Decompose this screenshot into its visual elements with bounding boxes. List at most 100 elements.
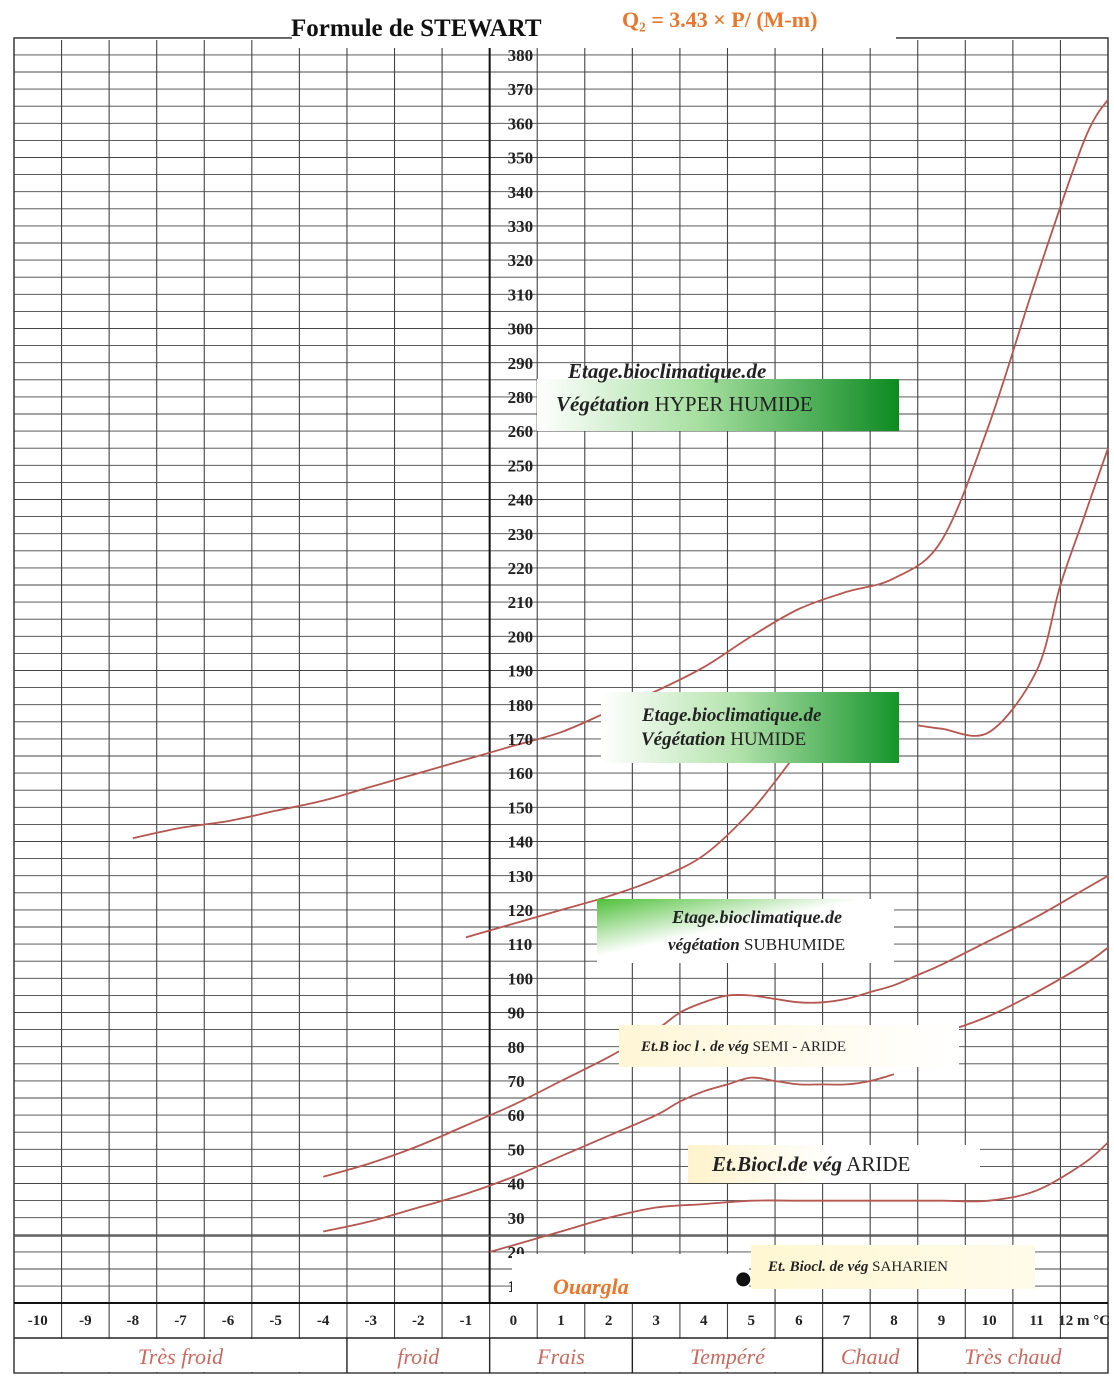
temperature-zone-label: Très froid bbox=[138, 1344, 224, 1369]
zone-hyper-line2b: HYPER HUMIDE bbox=[649, 392, 812, 416]
y-tick-label: 200 bbox=[508, 627, 534, 646]
zone-semi-line1b: SEMI - ARIDE bbox=[749, 1039, 846, 1055]
y-tick-label: 180 bbox=[508, 696, 534, 715]
svg-text:Et. Biocl. de vég SAHARIEN: Et. Biocl. de vég SAHARIEN bbox=[767, 1259, 948, 1275]
boundary-curve bbox=[917, 448, 1109, 737]
y-tick-label: 160 bbox=[508, 764, 534, 783]
station-point bbox=[736, 1272, 751, 1287]
zone-aride-line1b: ARIDE bbox=[842, 1152, 910, 1176]
x-tick-label: 3 bbox=[652, 1313, 660, 1329]
y-tick-label: 330 bbox=[508, 217, 534, 236]
x-tick-label: -6 bbox=[222, 1313, 235, 1329]
x-tick-label: -4 bbox=[317, 1313, 330, 1329]
svg-text:végétation SUBHUMIDE: végétation SUBHUMIDE bbox=[668, 935, 845, 954]
chart-axes bbox=[13, 37, 1109, 1374]
zone-sub-line2b: SUBHUMIDE bbox=[740, 935, 845, 954]
x-tick-label: 0 bbox=[510, 1313, 518, 1329]
y-tick-label: 100 bbox=[508, 969, 534, 988]
y-tick-label: 360 bbox=[508, 114, 534, 133]
zone-sub-line1: Etage.bioclimatique.de bbox=[671, 907, 842, 927]
svg-text:Et.Biocl.de vég ARIDE: Et.Biocl.de vég ARIDE bbox=[711, 1152, 910, 1176]
boundary-curve bbox=[323, 1073, 895, 1233]
y-tick-label: 320 bbox=[508, 251, 534, 270]
x-tick-label: -2 bbox=[412, 1313, 425, 1329]
boundary-curves bbox=[132, 99, 1109, 1253]
y-tick-label: 80 bbox=[508, 1038, 525, 1057]
temperature-zone-label: froid bbox=[397, 1344, 440, 1369]
x-tick-label: 6 bbox=[795, 1313, 803, 1329]
y-tick-label: 30 bbox=[508, 1209, 525, 1228]
zone-sah-line1: Et. Biocl. de vég bbox=[767, 1259, 869, 1275]
temperature-zone-label: Tempéré bbox=[690, 1344, 766, 1369]
y-tick-label: 70 bbox=[508, 1072, 525, 1091]
x-tick-label: -1 bbox=[460, 1313, 473, 1329]
y-tick-label: 230 bbox=[508, 525, 534, 544]
x-tick-label: -3 bbox=[364, 1313, 377, 1329]
x-tick-label: -9 bbox=[79, 1313, 92, 1329]
temperature-zone-label: Très chaud bbox=[964, 1344, 1062, 1369]
zone-hyper-line2: Végétation bbox=[556, 392, 649, 416]
y-tick-label: 120 bbox=[508, 901, 534, 920]
y-tick-label: 250 bbox=[508, 456, 534, 475]
y-tick-label: 150 bbox=[508, 798, 534, 817]
y-tick-label: 50 bbox=[508, 1140, 525, 1159]
svg-text:Végétation HUMIDE: Végétation HUMIDE bbox=[641, 729, 806, 750]
zone-humide-line1: Etage.bioclimatique.de bbox=[641, 705, 822, 726]
temperature-zone-labels: Très froid froid Frais Tempéré Chaud Très cha… bbox=[138, 1338, 1062, 1373]
y-tick-label: 60 bbox=[508, 1106, 525, 1125]
boundary-curve bbox=[322, 875, 1109, 1178]
zone-label-hyper-humide: Etage.bioclimatique.de Végétation HYPER … bbox=[537, 359, 899, 431]
zone-label-humide: Etage.bioclimatique.de Végétation HUMIDE bbox=[601, 692, 899, 763]
x-tick-label: 1 bbox=[557, 1313, 565, 1329]
temperature-zone-label: Chaud bbox=[841, 1344, 901, 1369]
title-background bbox=[292, 0, 896, 48]
y-tick-labels: 1020304050607080901001101201301401501601… bbox=[508, 46, 534, 1296]
x-tick-label: 12 m °C bbox=[1058, 1313, 1110, 1329]
temperature-zone-label: Frais bbox=[536, 1344, 585, 1369]
chart-title: Formule de STEWART bbox=[291, 15, 542, 42]
x-tick-label: 5 bbox=[748, 1313, 756, 1329]
x-tick-label: 9 bbox=[938, 1313, 946, 1329]
station-name: Ouargla bbox=[553, 1274, 629, 1299]
station-ouargla: Ouargla bbox=[512, 1254, 751, 1302]
stewart-formula: Q₂ = 3.43 × P/ (M-m) bbox=[622, 7, 817, 32]
x-tick-label: 7 bbox=[843, 1313, 851, 1329]
boundary-curve bbox=[465, 762, 791, 939]
y-tick-label: 260 bbox=[508, 422, 534, 441]
y-tick-label: 140 bbox=[508, 833, 534, 852]
y-tick-label: 370 bbox=[508, 80, 534, 99]
x-tick-label: -7 bbox=[174, 1313, 187, 1329]
y-tick-label: 290 bbox=[508, 354, 534, 373]
x-tick-label: -8 bbox=[127, 1313, 140, 1329]
y-tick-label: 110 bbox=[508, 935, 533, 954]
y-tick-label: 190 bbox=[508, 662, 534, 681]
x-tick-label: 11 bbox=[1030, 1313, 1044, 1329]
y-tick-label: 40 bbox=[508, 1175, 525, 1194]
y-tick-label: 90 bbox=[508, 1004, 525, 1023]
zone-label-semi-aride: Et.B ioc l . de vég SEMI - ARIDE bbox=[619, 1025, 959, 1067]
boundary-curve bbox=[489, 1141, 1109, 1253]
y-tick-label: 130 bbox=[508, 867, 534, 886]
x-tick-label: 4 bbox=[700, 1313, 708, 1329]
x-tick-label: 10 bbox=[982, 1313, 997, 1329]
zone-label-saharien: Et. Biocl. de vég SAHARIEN bbox=[751, 1245, 1035, 1289]
y-tick-label: 340 bbox=[508, 183, 534, 202]
zone-humide-line2b: HUMIDE bbox=[725, 729, 806, 750]
y-tick-label: 280 bbox=[508, 388, 534, 407]
y-tick-label: 210 bbox=[508, 593, 534, 612]
y-tick-label: 300 bbox=[508, 320, 534, 339]
x-tick-label: -5 bbox=[269, 1313, 282, 1329]
zone-sah-line1b: SAHARIEN bbox=[868, 1259, 948, 1275]
zone-label-aride: Et.Biocl.de vég ARIDE bbox=[688, 1145, 980, 1183]
zone-aride-line1: Et.Biocl.de vég bbox=[711, 1152, 842, 1176]
x-tick-label: -10 bbox=[28, 1313, 48, 1329]
y-tick-label: 240 bbox=[508, 491, 534, 510]
zone-humide-line2: Végétation bbox=[641, 729, 725, 750]
boundary-curve bbox=[132, 99, 1109, 840]
y-tick-label: 170 bbox=[508, 730, 534, 749]
y-tick-label: 310 bbox=[508, 285, 534, 304]
x-tick-label: 8 bbox=[890, 1313, 898, 1329]
zone-sub-line2: végétation bbox=[668, 935, 740, 954]
grid-lines bbox=[13, 37, 1109, 1373]
